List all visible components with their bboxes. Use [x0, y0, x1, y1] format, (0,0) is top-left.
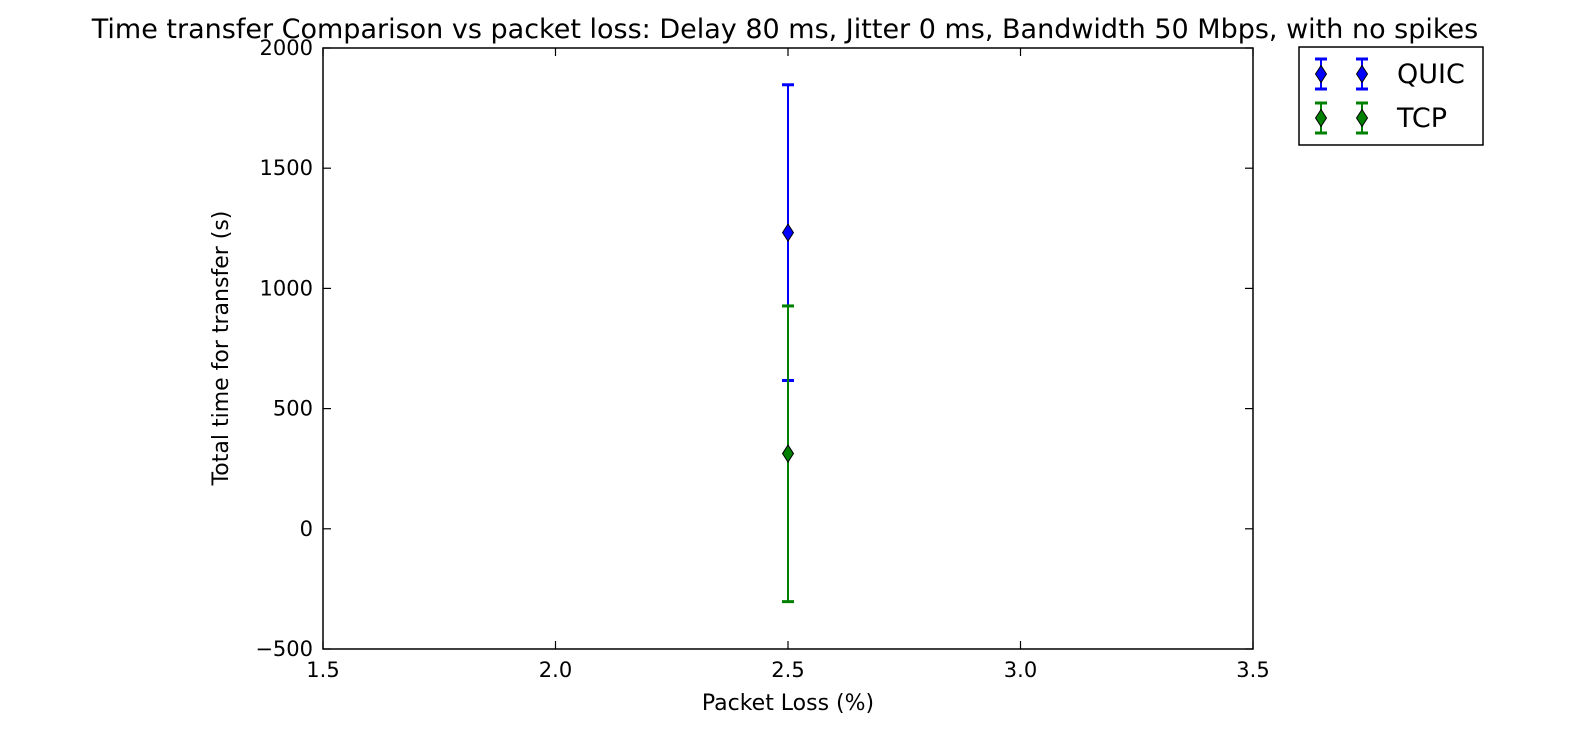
legend-quic-marker — [1314, 64, 1328, 84]
y-tick-label: 500 — [273, 397, 313, 421]
y-tick-label: 0 — [300, 517, 313, 541]
y-tick-label: 2000 — [260, 36, 313, 60]
y-tick-label: 1000 — [260, 276, 313, 300]
legend-tcp-marker — [1355, 108, 1369, 128]
legend-tcp-marker — [1314, 108, 1328, 128]
y-axis: −500 0 500 1000 1500 2000 — [255, 36, 1253, 661]
y-tick-label: 1500 — [260, 156, 313, 180]
quic-point — [781, 223, 795, 243]
tcp-point — [781, 444, 795, 463]
x-tick-label: 3.0 — [1004, 658, 1037, 682]
legend-box — [1298, 46, 1484, 146]
x-tick-label: 3.5 — [1236, 658, 1269, 682]
x-tick-label: 1.5 — [306, 658, 339, 682]
legend: QUIC TCP — [1298, 46, 1484, 146]
x-axis: 1.5 2.0 2.5 3.0 3.5 — [306, 48, 1270, 682]
legend-label-tcp: TCP — [1396, 103, 1447, 134]
y-tick-label: −500 — [255, 637, 313, 661]
legend-quic-marker — [1355, 64, 1369, 84]
x-tick-label: 2.0 — [539, 658, 572, 682]
x-tick-label: 2.5 — [771, 658, 804, 682]
y-axis-label: Total time for transfer (s) — [209, 211, 234, 487]
legend-label-quic: QUIC — [1397, 59, 1465, 90]
series-layer — [781, 83, 795, 604]
x-axis-label: Packet Loss (%) — [702, 691, 874, 716]
legend-entries: QUIC TCP — [1314, 57, 1465, 135]
chart-title: Time transfer Comparison vs packet loss:… — [91, 14, 1478, 45]
